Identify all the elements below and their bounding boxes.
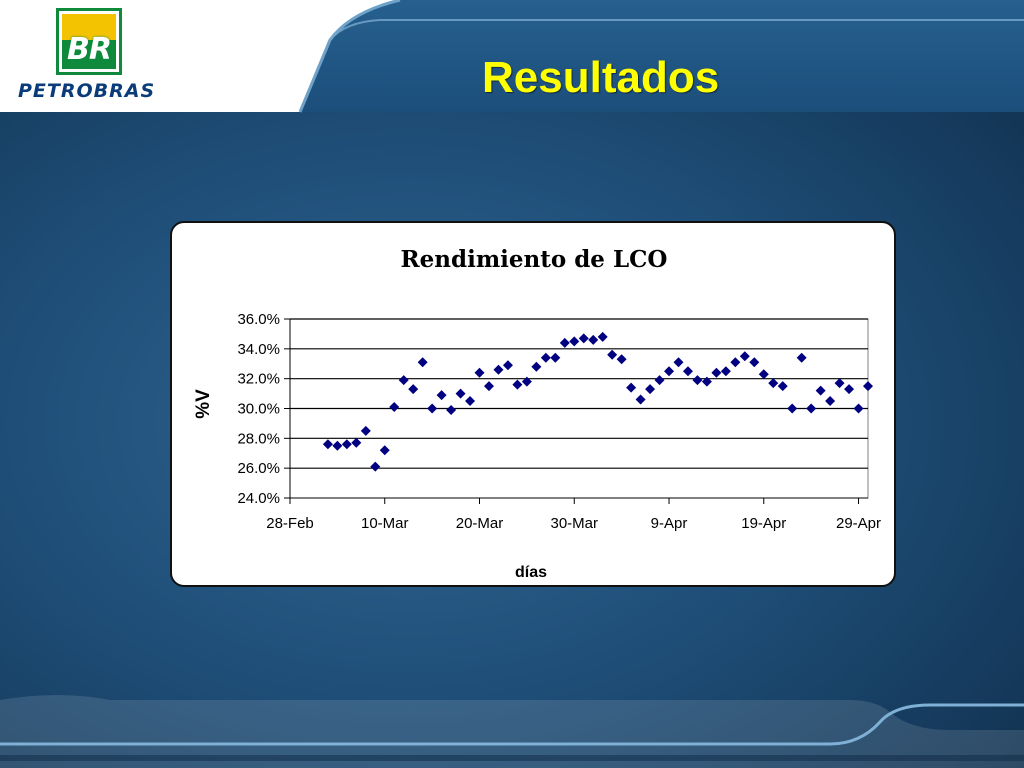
- y-tick-label: 36.0%: [237, 311, 280, 328]
- data-point: [569, 336, 580, 347]
- y-tick-label: 28.0%: [237, 430, 280, 447]
- x-ticks: 28-Feb 10-Mar 20-Mar 30-Mar 9-Apr 19-Apr 29-Ap…: [266, 498, 881, 532]
- data-point: [739, 351, 750, 362]
- data-point: [408, 384, 419, 395]
- x-tick-label: 29-Apr: [836, 515, 881, 532]
- data-point: [787, 403, 798, 414]
- x-tick-label: 20-Mar: [456, 515, 504, 532]
- data-point: [768, 378, 779, 389]
- data-point: [427, 403, 438, 414]
- data-point: [588, 334, 599, 345]
- data-point: [749, 357, 760, 368]
- data-point: [863, 381, 873, 392]
- y-tick-label: 30.0%: [237, 401, 280, 418]
- petrobras-logo: BR: [56, 8, 122, 75]
- data-point: [360, 425, 371, 436]
- data-point: [815, 385, 826, 396]
- logo-mark-text: BR: [67, 32, 112, 67]
- chart-panel: Rendimiento de LCO 24.0% 26.0% 28.0% 30.0% 3…: [170, 221, 896, 587]
- x-tick-label: 30-Mar: [551, 515, 599, 532]
- gridlines: [290, 318, 868, 469]
- chart-svg: Rendimiento de LCO 24.0% 26.0% 28.0% 30.0% 3…: [193, 246, 881, 581]
- y-axis-label: %V: [193, 389, 214, 419]
- data-point: [758, 369, 769, 380]
- data-point: [531, 361, 542, 372]
- data-point: [341, 439, 352, 450]
- data-point: [493, 364, 504, 375]
- data-point: [512, 379, 523, 390]
- data-point: [796, 352, 807, 363]
- y-tick-label: 32.0%: [237, 371, 280, 388]
- data-point: [540, 352, 551, 363]
- data-point: [389, 402, 400, 413]
- x-tick-label: 10-Mar: [361, 515, 409, 532]
- data-point: [521, 376, 532, 387]
- y-tick-label: 26.0%: [237, 460, 280, 477]
- data-point: [578, 333, 589, 344]
- data-point: [834, 378, 845, 389]
- page-title: Resultados: [482, 53, 720, 102]
- data-point: [711, 367, 722, 378]
- data-point: [550, 352, 561, 363]
- data-point: [559, 337, 570, 348]
- data-point: [825, 396, 836, 407]
- data-point: [844, 384, 855, 395]
- y-tick-label: 24.0%: [237, 490, 280, 507]
- data-point: [692, 375, 703, 386]
- data-point: [730, 357, 741, 368]
- data-point: [446, 404, 457, 415]
- data-point: [673, 357, 684, 368]
- data-point: [398, 375, 409, 386]
- data-point: [701, 376, 712, 387]
- data-point: [332, 440, 343, 451]
- data-point: [777, 381, 788, 392]
- data-point: [597, 331, 608, 342]
- data-point: [664, 366, 675, 377]
- data-point: [645, 384, 656, 395]
- data-point: [853, 403, 864, 414]
- data-point: [607, 349, 618, 360]
- chart-title: Rendimiento de LCO: [401, 246, 668, 273]
- y-ticks: 24.0% 26.0% 28.0% 30.0% 32.0% 34.0% 36.0%: [237, 311, 290, 507]
- data-point: [379, 445, 390, 456]
- data-point: [370, 461, 381, 472]
- x-axis-label: días: [515, 564, 547, 581]
- logo-wordmark: PETROBRAS: [18, 80, 156, 102]
- data-point: [720, 366, 731, 377]
- data-point: [322, 439, 333, 450]
- data-point: [436, 390, 447, 401]
- data-point: [417, 357, 428, 368]
- x-tick-label: 9-Apr: [651, 515, 688, 532]
- data-point: [351, 437, 362, 448]
- data-point: [654, 375, 665, 386]
- data-point: [682, 366, 693, 377]
- data-point: [616, 354, 627, 365]
- data-point: [635, 394, 646, 405]
- data-point: [806, 403, 817, 414]
- x-tick-label: 19-Apr: [741, 515, 786, 532]
- data-point: [626, 382, 637, 393]
- data-points: [322, 331, 873, 472]
- data-point: [465, 396, 476, 407]
- data-point: [502, 360, 513, 371]
- data-point: [474, 367, 485, 378]
- data-point: [455, 388, 466, 399]
- x-tick-label: 28-Feb: [266, 515, 314, 532]
- data-point: [483, 381, 494, 392]
- y-tick-label: 34.0%: [237, 341, 280, 358]
